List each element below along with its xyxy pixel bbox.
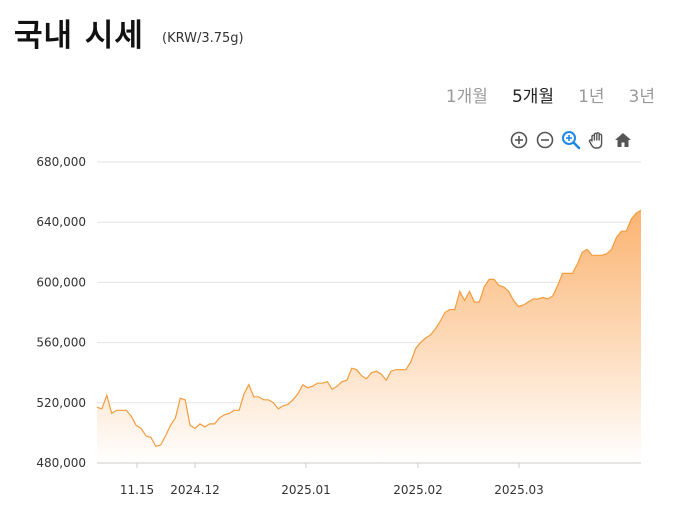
x-axis: 11.15 2024.12 2025.01 2025.02 2025.03 xyxy=(97,462,641,497)
home-reset-icon[interactable] xyxy=(612,128,634,152)
chart-toolbar xyxy=(508,128,634,152)
y-tick-label: 480,000 xyxy=(36,456,86,470)
tab-1-year[interactable]: 1년 xyxy=(578,87,605,107)
y-tick-label: 680,000 xyxy=(36,155,86,169)
tab-1-month[interactable]: 1개월 xyxy=(445,87,488,107)
price-line xyxy=(96,209,642,448)
x-tick-label: 2025.01 xyxy=(281,483,331,497)
price-area xyxy=(97,210,641,463)
tab-3-years[interactable]: 3년 xyxy=(628,87,655,107)
page-title: 국내 시세 xyxy=(14,18,144,54)
x-tick-label: 11.15 xyxy=(120,483,154,497)
y-tick-label: 520,000 xyxy=(36,396,86,410)
y-tick-label: 640,000 xyxy=(36,215,86,229)
y-tick-label: 560,000 xyxy=(36,336,86,350)
x-tick-label: 2024.12 xyxy=(170,483,220,497)
period-tabs: 1개월 5개월 1년 3년 xyxy=(446,82,655,107)
y-axis: 480,000 520,000 560,000 600,000 640,000 680,0… xyxy=(36,155,86,470)
y-tick-label: 600,000 xyxy=(36,275,86,289)
x-tick-label: 2025.03 xyxy=(494,483,544,497)
x-tick-label: 2025.02 xyxy=(393,483,443,497)
unit-label: (KRW/3.75g) xyxy=(162,31,244,46)
tab-5-months[interactable]: 5개월 xyxy=(511,87,555,107)
zoom-out-icon[interactable] xyxy=(534,128,556,152)
magnifier-zoom-icon[interactable] xyxy=(560,128,582,152)
pan-hand-icon[interactable] xyxy=(586,128,608,152)
zoom-in-icon[interactable] xyxy=(508,128,530,152)
